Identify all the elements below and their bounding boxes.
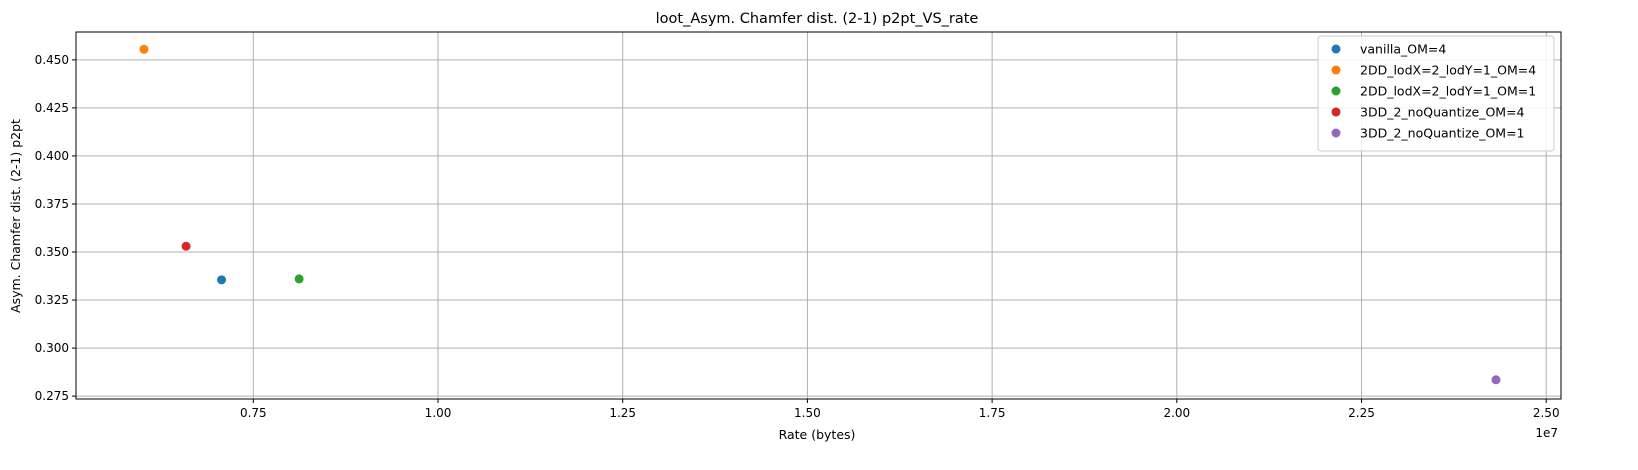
- legend-marker: [1331, 65, 1341, 75]
- x-tick-label: 1.75: [979, 406, 1006, 420]
- y-tick-label: 0.325: [35, 293, 69, 307]
- y-tick-label: 0.275: [35, 389, 69, 403]
- legend-entry: 2DD_lodX=2_lodY=1_OM=1: [1360, 84, 1536, 99]
- legend-marker: [1331, 128, 1341, 138]
- grid-lines: [76, 32, 1561, 399]
- y-tick-label: 0.450: [35, 53, 69, 67]
- legend-marker: [1331, 86, 1341, 96]
- y-tick-label: 0.400: [35, 149, 69, 163]
- y-tick-label: 0.300: [35, 341, 69, 355]
- legend-marker: [1331, 44, 1341, 54]
- plot-frame: [75, 31, 1562, 400]
- x-axis-label: Rate (bytes): [779, 427, 856, 442]
- data-points: [139, 44, 1501, 385]
- x-axis-offset-label: 1e7: [1535, 426, 1558, 440]
- y-axis-ticks: 0.275 0.300 0.325 0.350 0.375 0.400 0.425 0.450: [35, 53, 76, 403]
- x-tick-label: 1.50: [794, 406, 821, 420]
- legend: vanilla_OM=4 2DD_lodX=2_lodY=1_OM=4 2DD_lo…: [1317, 35, 1555, 152]
- y-axis-label: Asym. Chamfer dist. (2-1) p2pt: [8, 119, 23, 313]
- legend-entry: 2DD_lodX=2_lodY=1_OM=4: [1360, 63, 1536, 78]
- x-tick-label: 2.50: [1533, 406, 1560, 420]
- y-tick-label: 0.375: [35, 197, 69, 211]
- y-tick-label: 0.350: [35, 245, 69, 259]
- data-point: [1491, 375, 1501, 385]
- data-point: [217, 275, 227, 285]
- x-tick-label: 1.25: [609, 406, 636, 420]
- x-tick-label: 2.00: [1163, 406, 1190, 420]
- legend-entry: 3DD_2_noQuantize_OM=1: [1360, 126, 1525, 141]
- x-tick-label: 1.00: [425, 406, 452, 420]
- data-point: [294, 274, 304, 284]
- legend-box: [1317, 35, 1555, 152]
- data-point: [181, 241, 191, 251]
- y-tick-label: 0.425: [35, 101, 69, 115]
- x-tick-label: 2.25: [1348, 406, 1375, 420]
- data-point: [139, 44, 149, 54]
- x-tick-label: 0.75: [240, 406, 267, 420]
- legend-marker: [1331, 107, 1341, 117]
- legend-entry: 3DD_2_noQuantize_OM=4: [1360, 105, 1525, 120]
- chart-title: loot_Asym. Chamfer dist. (2-1) p2pt_VS_r…: [656, 11, 979, 27]
- legend-entry: vanilla_OM=4: [1360, 42, 1446, 57]
- x-axis-ticks: 0.75 1.00 1.25 1.50 1.75 2.00 2.25 2.50: [240, 399, 1560, 420]
